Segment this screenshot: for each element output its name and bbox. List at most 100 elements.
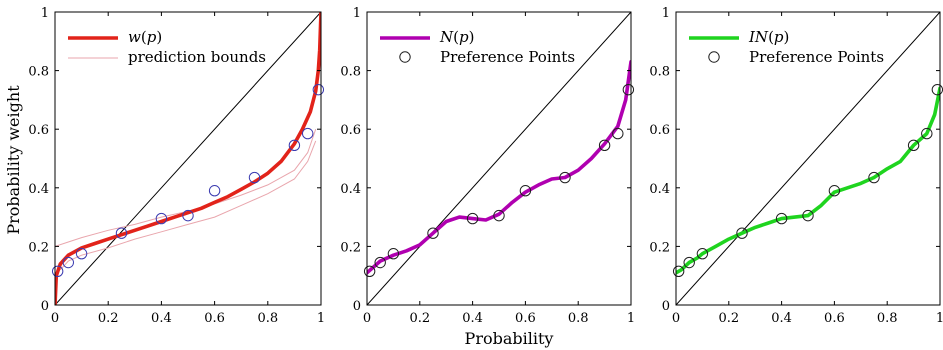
preference-point <box>427 227 439 239</box>
preference-point <box>302 127 314 140</box>
x-tick-label: 0.8 <box>257 311 278 326</box>
preference-point <box>155 212 168 225</box>
y-tick-label: 0.2 <box>28 240 49 255</box>
x-tick-label: 0 <box>672 311 680 326</box>
y-tick-label: 0 <box>41 299 49 314</box>
y-tick-label: 0.6 <box>28 123 49 138</box>
x-tick-label: 1 <box>627 311 635 326</box>
preference-point <box>868 171 880 184</box>
preference-point <box>775 212 788 225</box>
y-tick-label: 0.2 <box>649 240 670 255</box>
diagonal-reference-line <box>676 12 940 305</box>
series-line-w <box>55 12 321 305</box>
legend-paren-open: ( <box>453 28 459 46</box>
legend-curve-func: IN <box>748 28 769 46</box>
preference-point <box>466 212 479 225</box>
preference-point <box>493 209 505 222</box>
series-line-n <box>367 60 631 275</box>
preference-point <box>828 185 841 197</box>
preference-point <box>182 209 194 222</box>
preference-point <box>598 139 611 152</box>
x-tick-label: 0.2 <box>409 311 430 326</box>
y-tick-label: 0 <box>353 299 361 314</box>
y-tick-label: 1 <box>662 6 670 21</box>
y-tick-label: 0.8 <box>649 65 670 80</box>
y-tick-label: 0.4 <box>649 182 670 197</box>
preference-point <box>363 265 376 278</box>
preference-point <box>288 139 301 152</box>
legend-label-curve: w(p) <box>128 28 162 46</box>
x-axis-label: Probability <box>465 329 554 348</box>
chart-panel-3: 0 0.2 0.4 0.6 0.8 1 0 0.2 0.4 0.6 0.8 1 IN(p) Prefere… <box>649 6 943 326</box>
legend: IN(p) Preference Points <box>689 28 884 66</box>
x-tick-label: 0 <box>363 311 371 326</box>
preference-point <box>672 265 685 278</box>
y-tick-label: 0.6 <box>340 123 361 138</box>
preference-point <box>736 227 748 239</box>
legend-curve-arg: p <box>147 28 157 46</box>
preference-point <box>248 171 261 184</box>
lower-prediction-bound <box>59 140 317 271</box>
legend-curve-func: N <box>439 28 454 46</box>
y-tick-label: 1 <box>41 6 49 21</box>
y-tick-label: 0.4 <box>28 182 49 197</box>
x-tick-label: 1 <box>317 311 325 326</box>
preference-point <box>921 127 933 140</box>
preference-point <box>75 248 88 260</box>
plot-data <box>367 12 631 305</box>
legend-paren-open: ( <box>141 28 147 46</box>
legend-label-markers: Preference Points <box>440 48 575 66</box>
x-tick-label: 0.8 <box>877 311 898 326</box>
preference-point <box>612 127 624 140</box>
plot-panels: 0 0.2 0.4 0.6 0.8 100.20.40.60.81w(p)predicti… <box>28 6 943 326</box>
x-tick-label: 0.6 <box>515 311 536 326</box>
preference-point <box>374 256 386 269</box>
preference-point <box>208 185 221 197</box>
x-tick-label: 0.8 <box>568 311 589 326</box>
preference-point <box>387 248 400 260</box>
preference-point <box>683 256 695 269</box>
legend: N(p) Preference Points <box>380 28 575 66</box>
y-tick-label: 0.8 <box>340 65 361 80</box>
legend-swatch-marker <box>399 51 411 63</box>
diagonal-reference-line <box>367 12 631 305</box>
series-line-in <box>676 86 940 275</box>
axes-frame <box>675 11 941 306</box>
y-tick-label: 0 <box>662 299 670 314</box>
legend-label-bounds: prediction bounds <box>128 48 266 66</box>
legend-paren-close: ) <box>156 28 162 46</box>
preference-point <box>622 83 635 96</box>
legend-label-markers: Preference Points <box>749 48 884 66</box>
preference-point <box>907 139 920 152</box>
plot-data <box>676 12 940 305</box>
x-tick-label: 0.4 <box>771 311 792 326</box>
preference-point <box>62 256 75 269</box>
x-tick-label: 0.2 <box>718 311 739 326</box>
preference-point <box>696 248 709 260</box>
axes-frame <box>54 11 322 306</box>
x-tick-label: 0.6 <box>204 311 225 326</box>
y-tick-label: 0.6 <box>649 123 670 138</box>
x-tick-label: 0.6 <box>824 311 845 326</box>
legend-curve-arg: p <box>459 28 469 46</box>
y-tick-label: 1 <box>353 6 361 21</box>
legend-curve-arg: p <box>774 28 784 46</box>
legend-curve-func: w <box>128 28 141 46</box>
legend-label-curve: IN(p) <box>748 28 789 46</box>
preference-point <box>802 209 814 222</box>
y-tick-label: 0.2 <box>340 240 361 255</box>
chart-panel-2: 0 0.2 0.4 0.6 0.8 1 0 0.2 0.4 0.6 0.8 1 N(p) Preferen… <box>340 6 635 326</box>
preference-point <box>312 83 325 96</box>
plot-data <box>55 12 321 305</box>
preference-point <box>559 171 571 184</box>
x-tick-label: 0 <box>51 311 59 326</box>
legend-paren-open: ( <box>768 28 774 46</box>
legend: w(p) prediction bounds <box>68 28 266 66</box>
diagonal-reference-line <box>55 12 321 305</box>
legend-paren-close: ) <box>469 28 475 46</box>
preference-point <box>519 185 532 197</box>
legend-swatch-marker <box>708 51 720 63</box>
y-tick-label: 0.8 <box>28 65 49 80</box>
x-tick-label: 0.4 <box>462 311 483 326</box>
chart-panel-1: 0 0.2 0.4 0.6 0.8 1 0 0.2 0.4 0.6 0.8 1 w(p) predicti… <box>28 6 325 326</box>
